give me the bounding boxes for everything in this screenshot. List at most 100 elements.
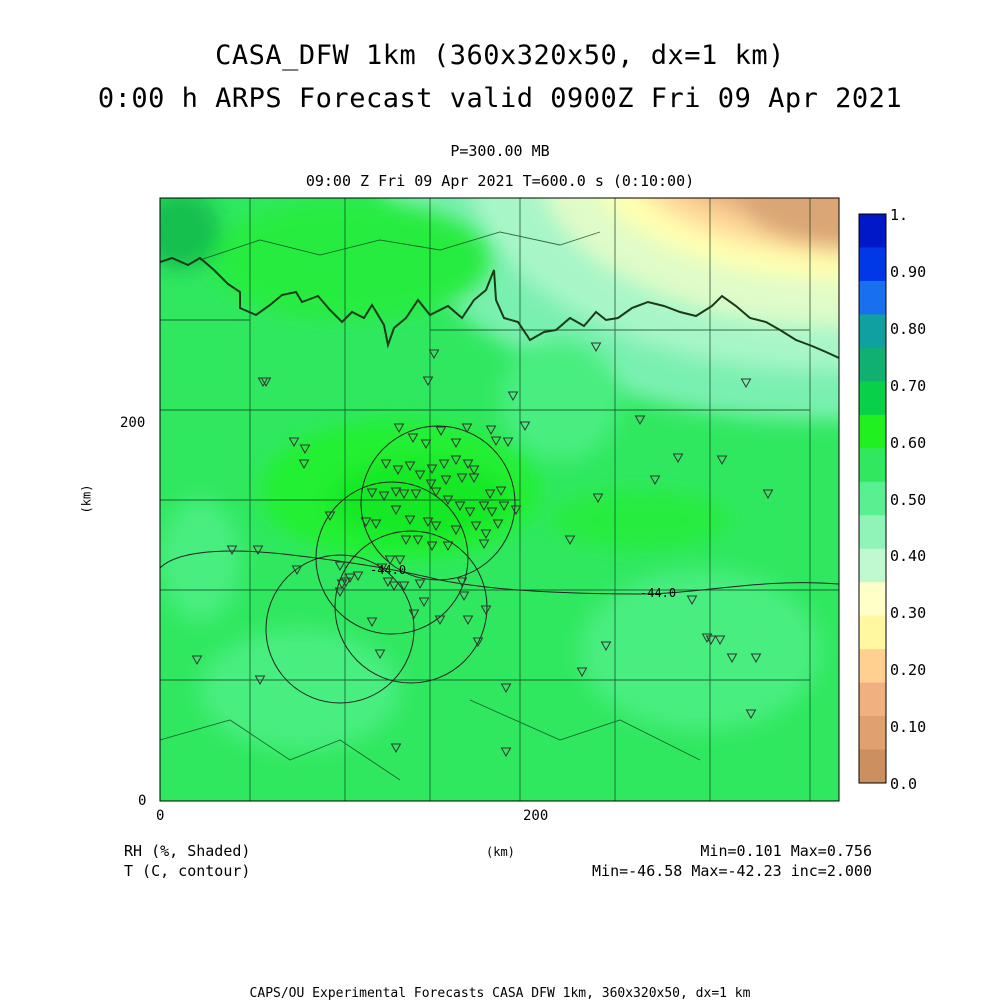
station-marker <box>407 433 419 444</box>
station-marker <box>388 581 400 592</box>
station-marker <box>400 535 412 546</box>
station-marker <box>450 438 462 449</box>
colorbar-swatch <box>859 347 886 382</box>
contour-label: -44.0 <box>370 563 407 577</box>
station-marker <box>485 425 497 436</box>
colorbar-swatch <box>859 481 886 516</box>
colorbar-label: 0.20 <box>890 661 927 680</box>
station-marker <box>442 495 454 506</box>
station-marker <box>462 459 474 470</box>
y-tick-label: 200 <box>120 415 146 431</box>
station-marker <box>390 743 402 754</box>
station-marker <box>450 525 462 536</box>
station-marker <box>470 521 482 532</box>
station-marker <box>464 507 476 518</box>
station-marker <box>380 459 392 470</box>
station-marker <box>507 391 519 402</box>
station-marker <box>564 535 576 546</box>
station-marker <box>745 709 757 720</box>
t-stats: Min=-46.58 Max=-42.23 inc=2.000 <box>592 862 872 880</box>
station-marker <box>414 579 426 590</box>
colorbar-swatch <box>859 280 886 315</box>
colorbar-swatch <box>859 649 886 684</box>
colorbar-swatch <box>859 716 886 751</box>
colorbar-swatch <box>859 314 886 349</box>
contour-label: -44.0 <box>640 586 677 600</box>
station-marker <box>434 615 446 626</box>
station-marker <box>298 459 310 470</box>
station-marker <box>438 459 450 470</box>
state-boundary <box>160 256 839 359</box>
colorbar-swatch <box>859 414 886 449</box>
station-marker <box>430 487 442 498</box>
radar-range-rings <box>265 425 516 704</box>
chart-title: CASA_DFW 1km (360x320x50, dx=1 km) <box>215 40 785 71</box>
station-marker <box>456 473 468 484</box>
t-legend-label: T (C, contour) <box>124 862 251 880</box>
pressure-level: P=300.00 MB <box>450 142 550 160</box>
station-marker <box>649 475 661 486</box>
station-marker <box>430 521 442 532</box>
station-marker <box>490 436 502 447</box>
station-marker <box>390 487 402 498</box>
station-marker <box>454 501 466 512</box>
colorbar-swatch <box>859 448 886 483</box>
station-marker <box>502 437 514 448</box>
colorbar-label: 0.30 <box>890 604 927 623</box>
colorbar-label: 0.80 <box>890 319 927 338</box>
station-marker <box>726 653 738 664</box>
colorbar-label: 0.10 <box>890 718 927 737</box>
colorbar-swatch <box>859 749 886 784</box>
colorbar-swatch <box>859 682 886 717</box>
station-marker <box>462 615 474 626</box>
station-marker <box>352 571 364 582</box>
station-marker <box>472 637 484 648</box>
station-marker <box>390 505 402 516</box>
station-marker <box>334 561 346 572</box>
colorbar-swatch <box>859 214 886 248</box>
station-marker <box>480 529 492 540</box>
station-marker <box>740 378 752 389</box>
colorbar-swatch <box>859 548 886 583</box>
station-marker <box>384 555 396 566</box>
colorbar <box>859 214 886 784</box>
station-markers <box>191 342 774 758</box>
colorbar-swatch <box>859 615 886 650</box>
station-marker <box>418 597 430 608</box>
station-marker <box>495 486 507 497</box>
station-marker <box>492 519 504 530</box>
station-marker <box>422 376 434 387</box>
station-marker <box>500 747 512 758</box>
colorbar-label: 0.0 <box>890 775 918 793</box>
station-marker <box>701 633 713 644</box>
y-axis-label: (km) <box>79 484 94 514</box>
colorbar-label: 0.90 <box>890 262 927 281</box>
colorbar-swatch <box>859 582 886 617</box>
station-marker <box>500 683 512 694</box>
station-marker <box>420 439 432 450</box>
station-marker <box>456 577 468 588</box>
station-marker <box>366 617 378 628</box>
station-marker <box>468 473 480 484</box>
station-marker <box>336 579 348 590</box>
station-marker <box>252 545 264 556</box>
station-marker <box>461 423 473 434</box>
station-marker <box>334 587 346 598</box>
station-marker <box>428 349 440 360</box>
station-marker <box>714 635 726 646</box>
station-marker <box>422 517 434 528</box>
station-marker <box>600 641 612 652</box>
station-marker <box>412 535 424 546</box>
x-axis-units: (km) <box>486 845 515 859</box>
station-marker <box>716 455 728 466</box>
station-marker <box>750 653 762 664</box>
colorbar-label: 1. <box>890 206 909 224</box>
station-marker <box>414 470 426 481</box>
temperature-contours <box>160 550 839 595</box>
station-marker <box>576 667 588 678</box>
station-marker <box>686 595 698 606</box>
station-marker <box>510 505 522 516</box>
station-marker <box>398 581 410 592</box>
station-marker <box>634 415 646 426</box>
